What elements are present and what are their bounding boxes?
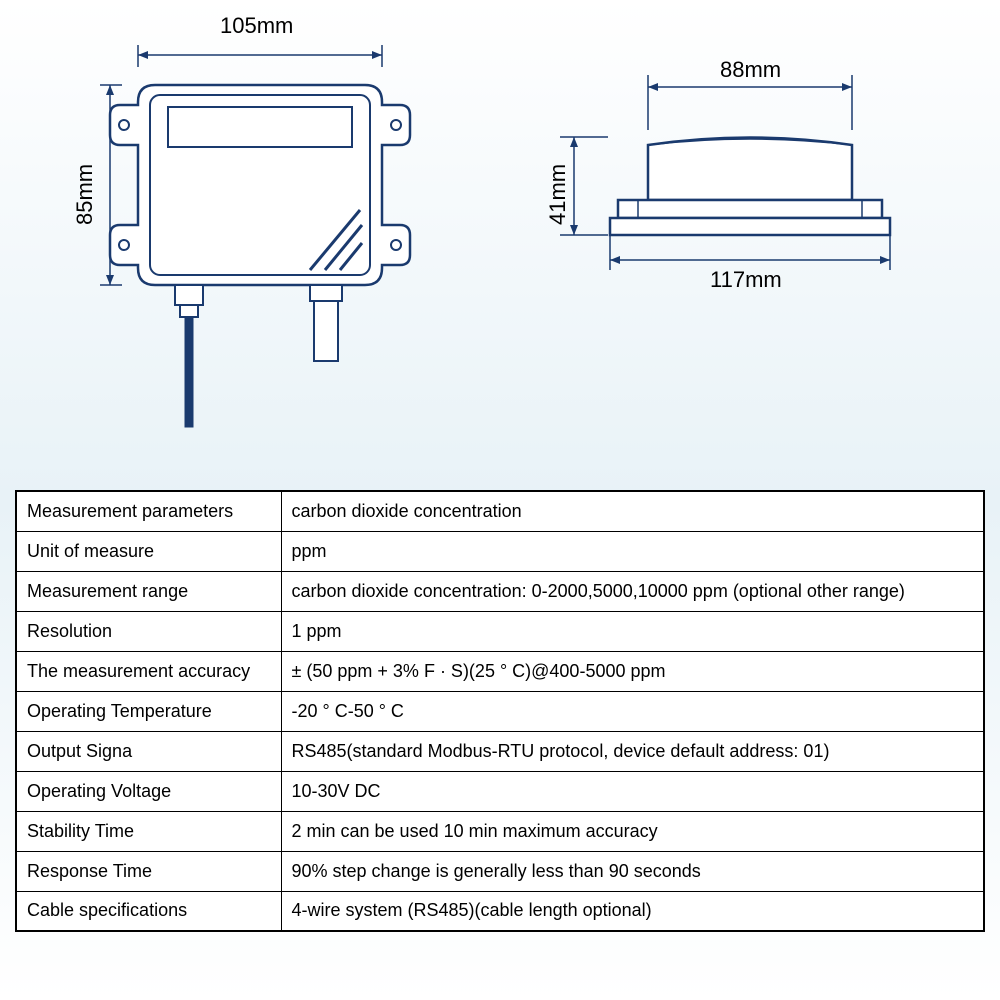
spec-table: Measurement parameterscarbon dioxide con… <box>15 490 985 932</box>
spec-label: Stability Time <box>16 811 281 851</box>
table-row: Resolution1 ppm <box>16 611 984 651</box>
spec-label: Unit of measure <box>16 531 281 571</box>
spec-label: The measurement accuracy <box>16 651 281 691</box>
spec-value: ± (50 ppm + 3% F · S)(25 ° C)@400-5000 p… <box>281 651 984 691</box>
front-view-svg <box>100 45 420 445</box>
front-width-label: 105mm <box>220 13 293 39</box>
spec-value: 10-30V DC <box>281 771 984 811</box>
spec-value: carbon dioxide concentration: 0-2000,500… <box>281 571 984 611</box>
spec-label: Measurement parameters <box>16 491 281 531</box>
spec-value: ppm <box>281 531 984 571</box>
spec-value: 2 min can be used 10 min maximum accurac… <box>281 811 984 851</box>
spec-value: 4-wire system (RS485)(cable length optio… <box>281 891 984 931</box>
table-row: Measurement parameterscarbon dioxide con… <box>16 491 984 531</box>
table-row: Unit of measureppm <box>16 531 984 571</box>
spec-value: -20 ° C-50 ° C <box>281 691 984 731</box>
table-row: Operating Voltage10-30V DC <box>16 771 984 811</box>
spec-label: Operating Voltage <box>16 771 281 811</box>
table-row: Output SignaRS485(standard Modbus-RTU pr… <box>16 731 984 771</box>
front-height-label: 85mm <box>72 164 98 225</box>
spec-value: 1 ppm <box>281 611 984 651</box>
spec-value: 90% step change is generally less than 9… <box>281 851 984 891</box>
table-row: The measurement accuracy± (50 ppm + 3% F… <box>16 651 984 691</box>
table-row: Response Time90% step change is generall… <box>16 851 984 891</box>
side-view-diagram: 88mm 41mm 117mm <box>560 75 940 335</box>
side-top-width-label: 88mm <box>720 57 781 83</box>
spec-value: RS485(standard Modbus-RTU protocol, devi… <box>281 731 984 771</box>
table-row: Measurement rangecarbon dioxide concentr… <box>16 571 984 611</box>
table-row: Stability Time2 min can be used 10 min m… <box>16 811 984 851</box>
diagram-area: 105mm 85mm <box>0 0 1000 440</box>
side-bottom-width-label: 117mm <box>710 267 782 293</box>
side-view-svg <box>560 75 940 335</box>
table-row: Operating Temperature-20 ° C-50 ° C <box>16 691 984 731</box>
spec-value: carbon dioxide concentration <box>281 491 984 531</box>
table-row: Cable specifications4-wire system (RS485… <box>16 891 984 931</box>
spec-label: Measurement range <box>16 571 281 611</box>
spec-label: Cable specifications <box>16 891 281 931</box>
spec-table-body: Measurement parameterscarbon dioxide con… <box>16 491 984 931</box>
spec-label: Resolution <box>16 611 281 651</box>
front-view-diagram: 105mm 85mm <box>100 45 420 425</box>
spec-label: Response Time <box>16 851 281 891</box>
side-height-label: 41mm <box>545 164 571 225</box>
spec-label: Operating Temperature <box>16 691 281 731</box>
spec-label: Output Signa <box>16 731 281 771</box>
